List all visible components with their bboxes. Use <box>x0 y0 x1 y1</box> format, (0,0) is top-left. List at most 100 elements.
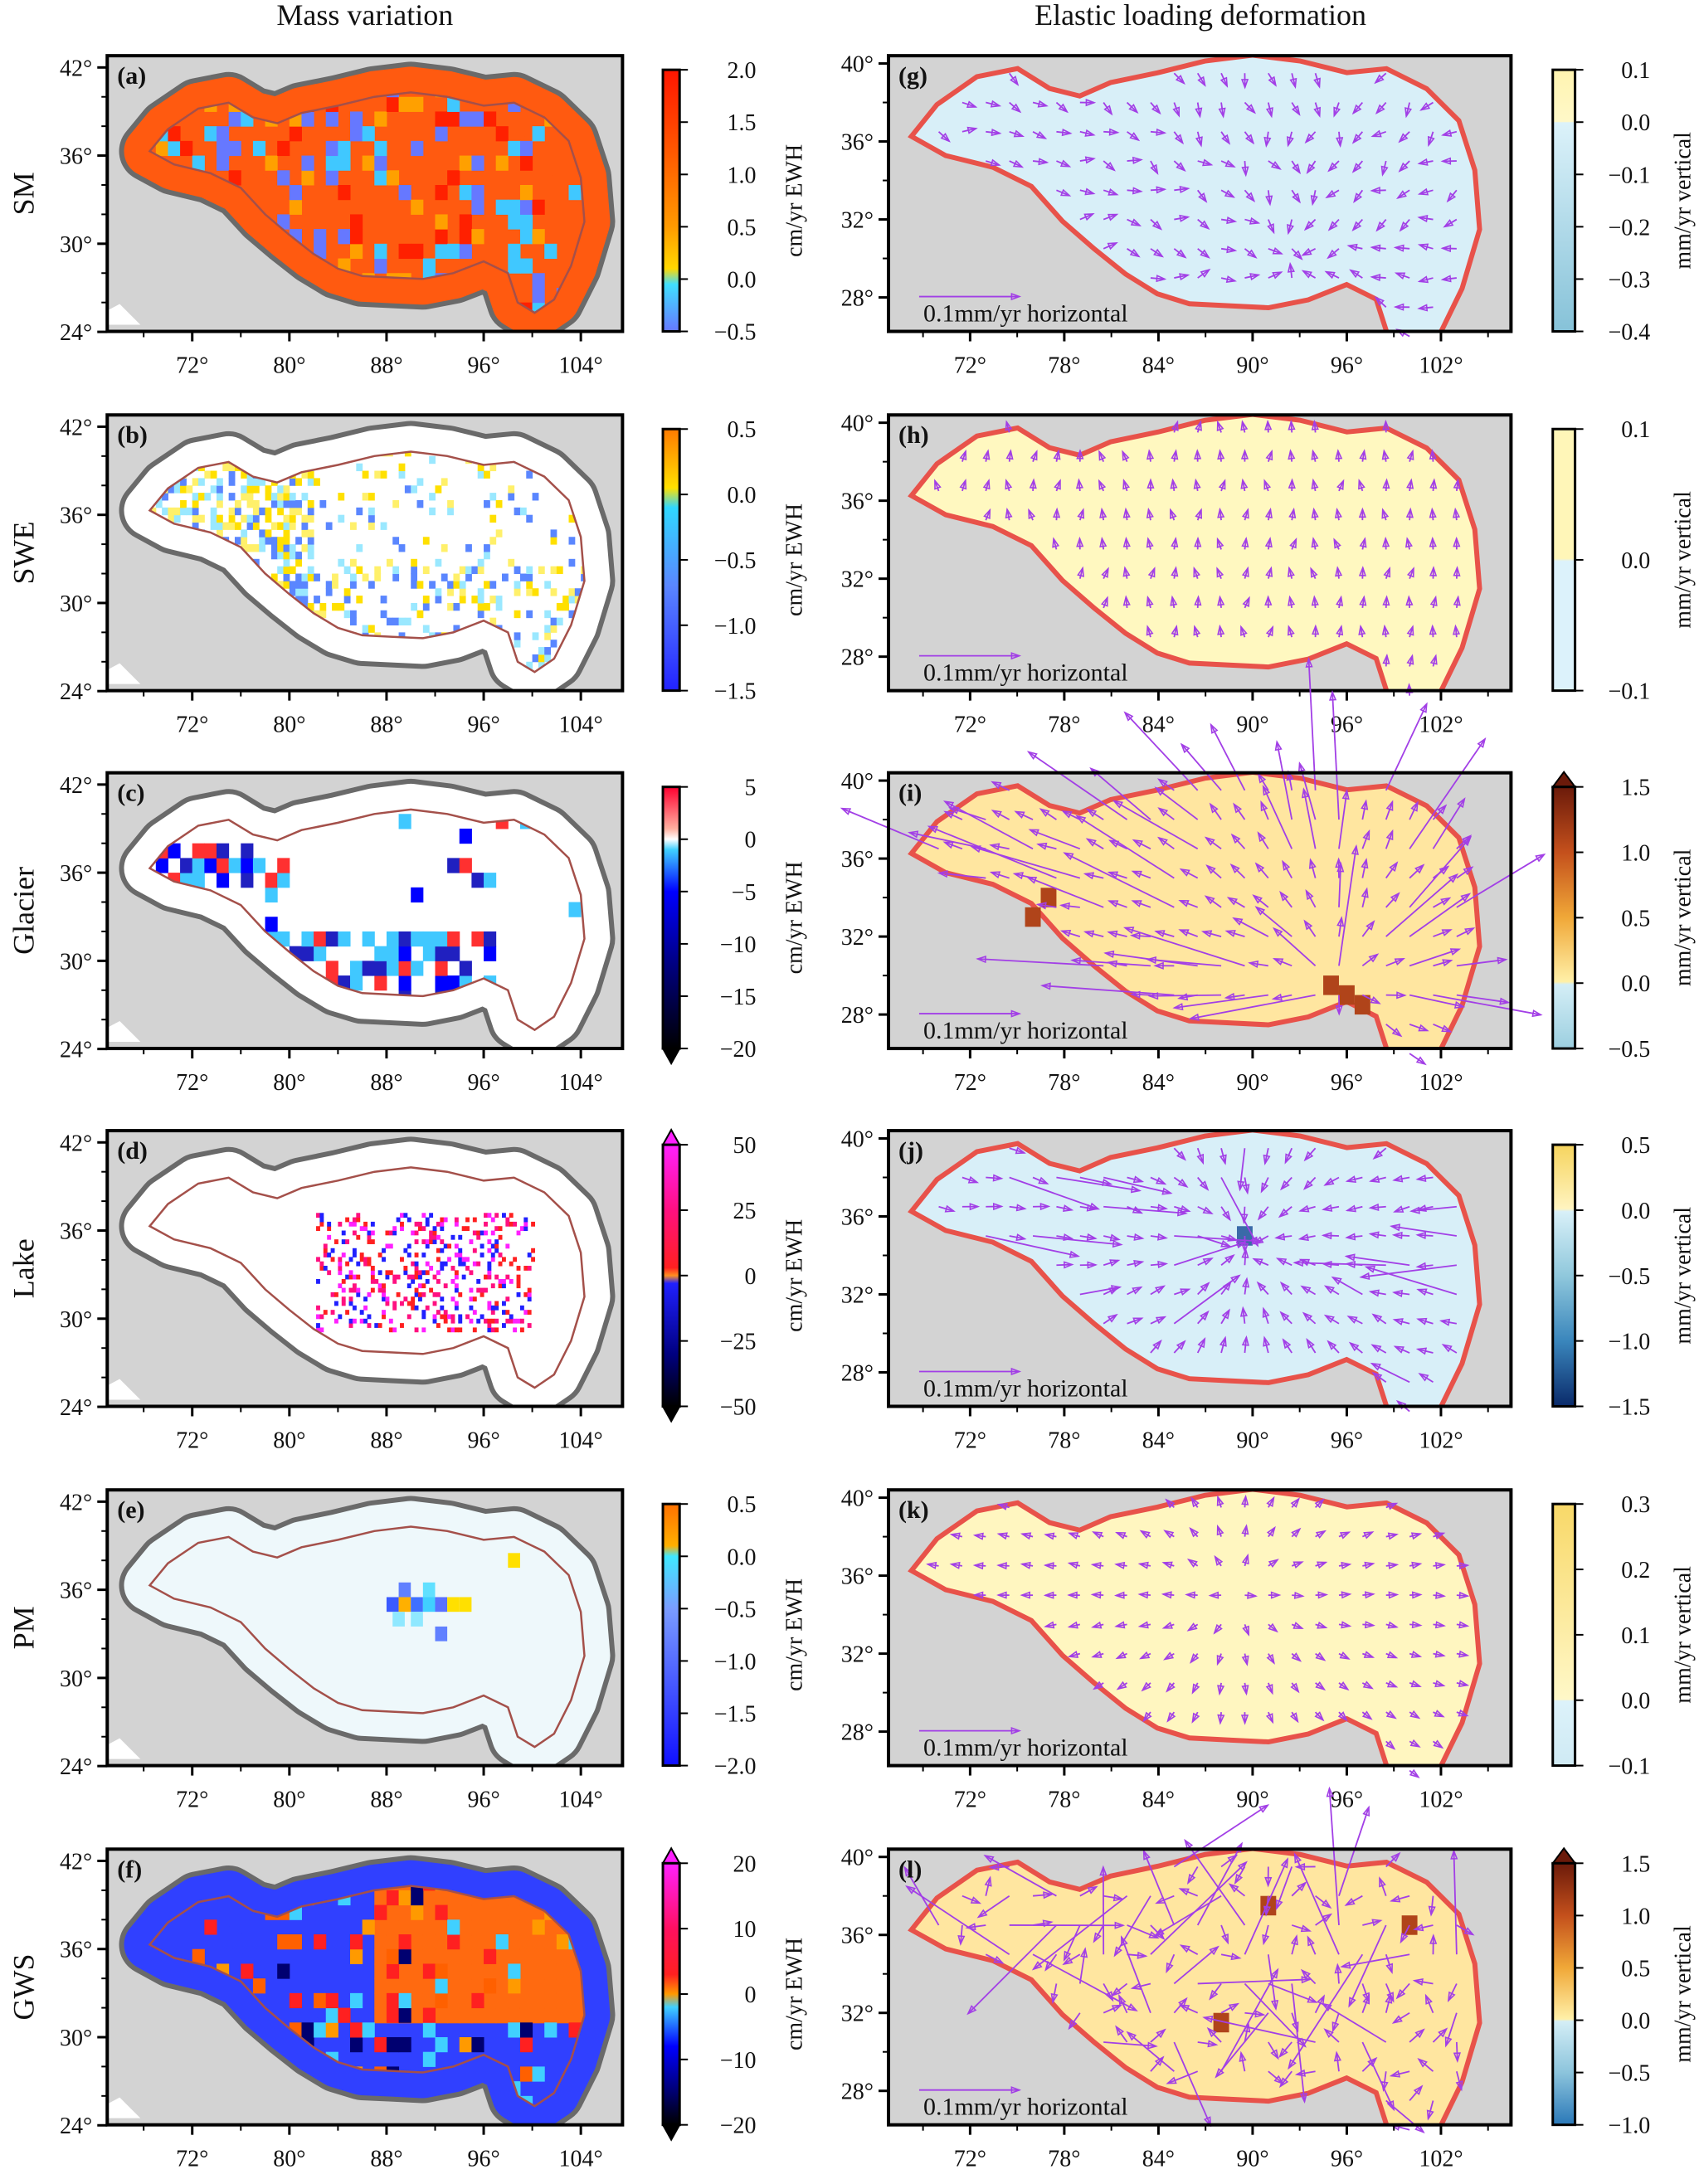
grid-cell <box>398 470 406 479</box>
grid-cell <box>289 522 296 530</box>
y-tick-label: 32° <box>841 1642 874 1668</box>
grid-cell <box>398 184 411 201</box>
grid-cell <box>532 493 539 501</box>
grid-cell <box>490 1217 495 1223</box>
colorbar: 0.5 0.0 −0.5 −1.0 −1.5 cm/yr EWH <box>661 417 808 705</box>
grid-cell <box>370 1230 375 1236</box>
grid-cell <box>425 1239 430 1244</box>
grid-cell <box>356 507 363 516</box>
grid-cell <box>532 588 539 596</box>
grid-cell <box>494 1301 499 1306</box>
grid-cell <box>307 602 314 611</box>
grid-cell <box>323 1253 328 1257</box>
colorbar-scale <box>661 1143 681 1408</box>
hotspot-cell <box>1040 888 1057 907</box>
grid-cell <box>406 1283 411 1289</box>
grid-cell <box>325 522 333 530</box>
grid-cell <box>316 1257 320 1262</box>
grid-cell <box>241 858 254 873</box>
grid-cell <box>495 499 503 508</box>
grid-cell <box>277 537 285 545</box>
grid-cell <box>556 602 563 611</box>
grid-cell <box>472 1217 477 1223</box>
grid-cell <box>477 596 484 604</box>
grid-cell <box>332 602 338 611</box>
grid-cell <box>406 1253 411 1257</box>
map-panel-swe: (b) SWE 42° 36° 30° 24° 72° 80° 88° 96° 104° 0.5 0.0… <box>7 413 808 738</box>
grid-cell <box>556 1963 570 1980</box>
grid-cell <box>295 558 302 567</box>
grid-cell <box>508 2007 521 2024</box>
grid-cell <box>544 1963 557 1980</box>
x-tick-label: 104° <box>559 1428 603 1453</box>
grid-cell <box>490 1318 495 1324</box>
colorbar-tick-label: 0 <box>745 828 757 854</box>
grid-cell <box>204 858 217 873</box>
grid-cell <box>386 1992 400 2009</box>
grid-cell <box>443 1217 448 1223</box>
grid-cell <box>228 507 236 516</box>
grid-cell <box>513 1318 518 1324</box>
grid-cell <box>447 1890 460 1906</box>
grid-cell <box>265 493 272 501</box>
grid-cell <box>385 1296 390 1302</box>
scale-arrow-label: 0.1mm/yr horizontal <box>923 659 1128 687</box>
scale-arrow-label: 0.1mm/yr horizontal <box>923 300 1128 328</box>
grid-cell <box>471 1963 485 1980</box>
grid-cell <box>246 514 254 523</box>
grid-cell <box>374 1934 387 1950</box>
grid-cell <box>432 1301 437 1306</box>
grid-cell <box>538 654 545 663</box>
grid-cell <box>283 558 290 567</box>
x-tick-label: 102° <box>1419 1788 1463 1813</box>
grid-cell <box>494 1213 499 1218</box>
grid-cell <box>210 514 217 523</box>
grid-cell <box>217 478 223 486</box>
grid-cell <box>471 2036 484 2053</box>
colorbar: 5 0 −5 −10 −15 −20 cm/yr EWH <box>661 776 808 1066</box>
grid-cell <box>447 2007 460 2024</box>
grid-cell <box>453 573 460 581</box>
grid-cell <box>532 2066 545 2082</box>
grid-cell <box>513 1221 518 1227</box>
grid-cell <box>435 1963 448 1979</box>
grid-cell <box>422 1934 436 1950</box>
grid-cell <box>440 1266 445 1271</box>
grid-cell <box>471 155 484 171</box>
y-tick-label: 40° <box>841 1846 874 1871</box>
grid-cell <box>301 155 314 171</box>
colorbar-tick-label: −0.5 <box>714 320 757 346</box>
grid-cell <box>487 1261 492 1267</box>
grid-cell <box>509 1314 514 1320</box>
grid-cell <box>509 1221 514 1227</box>
grid-cell <box>476 1278 481 1284</box>
grid-cell <box>425 1217 430 1223</box>
grid-cell <box>192 507 199 516</box>
grid-cell <box>501 1310 506 1315</box>
grid-cell <box>498 1253 503 1257</box>
grid-cell <box>441 573 448 581</box>
grid-cell <box>414 1230 419 1236</box>
grid-cell <box>295 588 302 596</box>
grid-cell <box>432 1274 437 1280</box>
grid-cell <box>259 507 266 516</box>
grid-cell <box>484 1221 488 1227</box>
grid-cell <box>471 199 484 215</box>
grid-cell <box>350 522 357 530</box>
grid-cell <box>307 470 314 479</box>
grid-cell <box>241 1963 254 1979</box>
grid-cell <box>332 581 338 589</box>
grid-cell <box>352 1287 357 1293</box>
grid-cell <box>348 1257 353 1262</box>
grid-cell <box>374 243 387 260</box>
scale-arrow-label: 0.1mm/yr horizontal <box>923 2094 1128 2121</box>
map-content <box>107 61 616 332</box>
grid-cell <box>519 1904 533 1921</box>
grid-cell <box>484 602 490 611</box>
colorbar-tick-label: −50 <box>720 1394 757 1420</box>
grid-cell <box>367 1230 372 1236</box>
grid-cell <box>228 493 236 501</box>
grid-cell <box>568 1963 582 1980</box>
grid-cell <box>392 1226 397 1232</box>
grid-cell <box>568 1992 582 2009</box>
